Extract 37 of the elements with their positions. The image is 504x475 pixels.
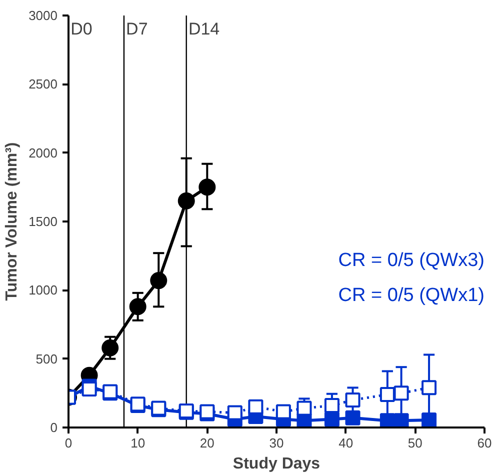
x-tick-label: 50 [408, 436, 422, 450]
x-tick-label: 60 [477, 436, 492, 450]
y-tick-label: 1000 [28, 282, 58, 298]
y-tick-label: 3000 [28, 8, 58, 23]
point [227, 405, 242, 420]
x-tick-label: 10 [130, 436, 146, 450]
point [324, 398, 340, 414]
y-tick-label: 2500 [28, 76, 58, 92]
ref-line-label: D7 [126, 20, 148, 39]
x-tick-label: 30 [269, 436, 284, 450]
point [394, 386, 409, 401]
point [178, 192, 195, 210]
annotation: CR = 0/5 (QWx3) [338, 250, 485, 271]
annotation: CR = 0/5 (QWx1) [338, 284, 485, 306]
x-tick-label: 40 [338, 436, 354, 450]
annotation: D0 [70, 20, 92, 39]
y-tick-label: 1500 [28, 214, 58, 229]
point [102, 339, 119, 356]
y-tick-label: 2000 [28, 145, 58, 160]
point [150, 272, 168, 290]
point [422, 380, 437, 396]
point [380, 387, 395, 402]
x-tick-label: 0 [64, 436, 72, 450]
x-tick-label: 20 [200, 436, 214, 450]
y-tick-label: 0 [50, 420, 58, 435]
y-axis-title: Tumor Volume (mm³) [4, 142, 21, 301]
ref-line-label: D14 [188, 20, 220, 39]
point [129, 298, 146, 316]
point [276, 404, 291, 420]
x-axis-title: Study Days [232, 456, 320, 472]
y-tick-label: 500 [36, 351, 58, 366]
point [345, 410, 360, 426]
point [248, 399, 264, 414]
point [198, 178, 216, 196]
point [82, 382, 97, 397]
point [345, 392, 360, 408]
point [296, 400, 312, 416]
